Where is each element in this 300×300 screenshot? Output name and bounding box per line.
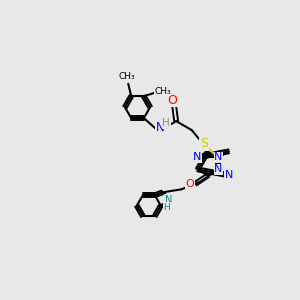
Text: N: N (214, 164, 223, 174)
Text: CH₃: CH₃ (154, 87, 171, 96)
Text: O: O (186, 179, 194, 189)
Text: H: H (164, 203, 170, 212)
Text: H: H (163, 118, 170, 128)
Text: CH₃: CH₃ (119, 72, 135, 81)
Text: N: N (194, 152, 202, 162)
Text: N: N (165, 195, 172, 205)
Text: N: N (156, 121, 165, 134)
Text: S: S (200, 137, 208, 150)
Text: N: N (225, 170, 233, 180)
Text: N: N (214, 152, 223, 162)
Text: O: O (167, 94, 177, 107)
